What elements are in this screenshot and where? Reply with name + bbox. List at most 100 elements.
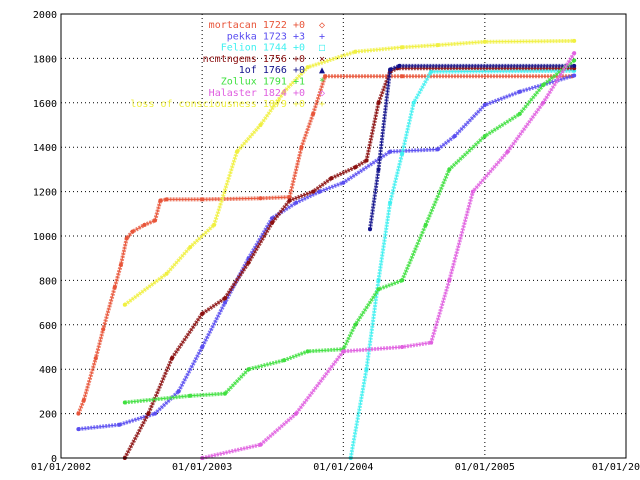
- data-point: [223, 296, 227, 301]
- data-point: [376, 167, 381, 172]
- data-point: [311, 111, 316, 116]
- plot-frame: [60, 13, 627, 459]
- data-point: [122, 400, 127, 405]
- data-point: [429, 69, 434, 74]
- data-point: [200, 345, 205, 349]
- legend-marker: +: [319, 31, 325, 42]
- data-point: [118, 262, 123, 267]
- y-tick-label: 400: [39, 365, 57, 376]
- legend-marker: □: [319, 43, 325, 54]
- series-markers: [124, 58, 576, 405]
- data-point: [76, 411, 81, 416]
- data-point: [341, 180, 346, 185]
- data-point: [353, 49, 358, 54]
- series-markers: [123, 66, 575, 459]
- legend-marker: *: [319, 77, 325, 88]
- data-point: [376, 100, 381, 105]
- data-point: [81, 398, 86, 403]
- x-tick-label: 01/01/2005: [455, 462, 515, 473]
- y-tick-label: 800: [39, 276, 57, 287]
- data-point: [388, 67, 393, 72]
- data-point: [142, 222, 147, 227]
- data-point: [164, 271, 169, 276]
- series-markers: [368, 63, 575, 230]
- data-point: [305, 349, 310, 354]
- data-point: [223, 300, 227, 305]
- data-point: [482, 103, 487, 107]
- data-point: [572, 38, 577, 43]
- data-point: [470, 189, 475, 194]
- data-point: [122, 302, 127, 307]
- data-point: [282, 89, 287, 94]
- data-point: [447, 278, 452, 283]
- data-point: [153, 218, 157, 223]
- data-point: [170, 356, 174, 361]
- x-tick-label: 01/01/2003: [172, 462, 232, 473]
- data-point: [270, 220, 275, 225]
- data-point: [270, 216, 275, 221]
- data-point: [235, 149, 239, 154]
- data-point: [200, 311, 205, 316]
- y-tick-label: 0: [51, 454, 57, 465]
- legend-entry: loss of consciousness 1879 +0: [130, 99, 305, 110]
- legend-entry: 1of 1766 +0: [239, 65, 305, 76]
- data-point: [287, 198, 292, 203]
- data-point: [517, 111, 522, 116]
- data-point: [200, 197, 205, 202]
- legend-entry: Zollux 1791 +1: [221, 77, 305, 88]
- data-point: [364, 367, 369, 372]
- data-point: [572, 51, 577, 56]
- series-layer: [76, 38, 577, 460]
- data-point: [158, 198, 163, 203]
- data-point: [294, 411, 299, 416]
- y-tick-label: 1400: [33, 143, 57, 154]
- series-loss-of-consciousness: [122, 38, 577, 307]
- data-point: [164, 197, 169, 202]
- data-point: [76, 427, 81, 432]
- data-point: [246, 260, 251, 265]
- data-point: [447, 167, 452, 172]
- data-point: [482, 39, 487, 44]
- data-point: [305, 65, 310, 70]
- y-tick-label: 200: [39, 410, 57, 421]
- legend-entry: Felion 1744 +0: [221, 43, 305, 54]
- data-point: [388, 149, 393, 154]
- data-point: [101, 327, 106, 332]
- legend-entry: ncmtngems 1756 +0: [203, 54, 305, 65]
- data-point: [176, 389, 181, 394]
- data-point: [93, 356, 98, 361]
- y-tick-label: 1800: [33, 54, 57, 65]
- data-point: [323, 74, 328, 79]
- x-tick-label: 01/01/2004: [313, 462, 373, 473]
- data-point: [117, 422, 122, 427]
- data-point: [423, 222, 428, 227]
- data-point: [429, 340, 434, 345]
- y-tick-label: 1600: [33, 99, 57, 110]
- legend-marker: ◇: [319, 88, 325, 99]
- legend-entry: Halaster 1824 +0: [209, 88, 305, 99]
- series-1of: [368, 63, 577, 232]
- y-tick-label: 1200: [33, 188, 57, 199]
- legend-marker: ▲: [319, 65, 325, 76]
- y-tick-label: 1000: [33, 232, 57, 243]
- series-mortacan: [76, 74, 575, 416]
- y-tick-label: 600: [39, 321, 57, 332]
- data-point: [341, 349, 346, 354]
- data-point: [411, 100, 416, 105]
- data-point: [223, 391, 227, 396]
- data-point: [124, 236, 129, 241]
- legend-marker: ×: [319, 54, 325, 65]
- data-point: [400, 345, 405, 349]
- data-point: [130, 229, 135, 234]
- data-point: [258, 123, 263, 127]
- data-point: [388, 200, 393, 205]
- legend-entry: mortacan 1722 +0: [209, 20, 305, 31]
- data-point: [435, 147, 440, 152]
- data-point: [353, 165, 358, 170]
- data-point: [572, 63, 577, 68]
- y-tick-label: 2000: [33, 10, 57, 21]
- series-ncmtngems: [122, 66, 577, 460]
- data-point: [311, 189, 316, 194]
